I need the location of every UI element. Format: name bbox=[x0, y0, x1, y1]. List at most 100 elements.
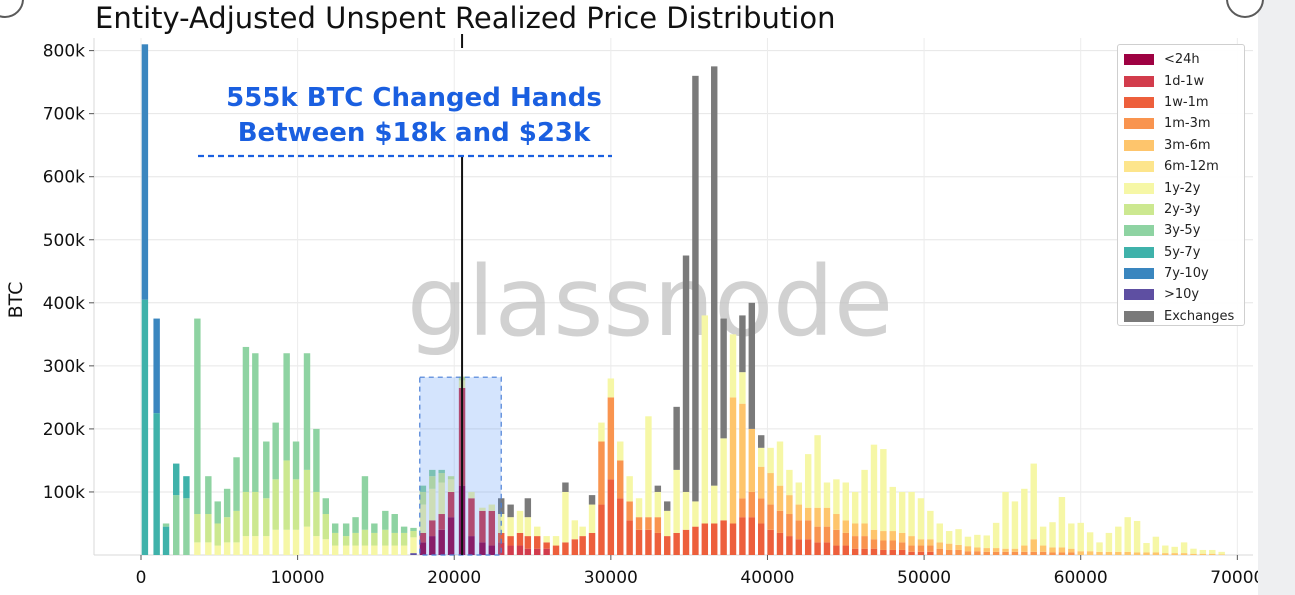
bar-43-one_wk_m bbox=[562, 542, 569, 555]
bar-2-five_seven bbox=[162, 526, 170, 555]
bar-14-one_two bbox=[283, 529, 290, 555]
bar-31-two_three bbox=[447, 476, 455, 480]
bar-47-one_three_m bbox=[598, 441, 605, 505]
chart-canvas: Entity-Adjusted Unspent Realized Price D… bbox=[5, 1, 1258, 588]
bar-3-three_five bbox=[173, 495, 180, 555]
x-tick-label-4: 40000 bbox=[740, 568, 794, 588]
bar-82-one_two bbox=[927, 510, 934, 540]
bar-78-three_six bbox=[889, 531, 896, 541]
bar-35-lt24h bbox=[488, 545, 496, 555]
bar-61-one_two bbox=[729, 334, 737, 398]
bar-113-three_six bbox=[1218, 554, 1225, 555]
bar-24-three_five bbox=[382, 510, 389, 530]
bar-49-one_three_m bbox=[617, 460, 624, 499]
bar-83-one_two bbox=[936, 523, 943, 543]
bar-16-one_two bbox=[303, 526, 311, 555]
bar-30-lt24h bbox=[438, 529, 445, 555]
bar-43-exchanges bbox=[562, 482, 569, 492]
bar-30-one_two bbox=[438, 482, 445, 515]
bar-44-one_wk_m bbox=[571, 539, 579, 555]
bar-81-one_wk_m bbox=[917, 551, 925, 555]
bar-67-one_two bbox=[786, 469, 793, 496]
bar-9-one_two bbox=[233, 542, 240, 555]
bar-59-one_two bbox=[711, 485, 718, 524]
bar-113-one_two bbox=[1218, 551, 1225, 555]
bar-65-one_three_m bbox=[767, 504, 774, 530]
bar-112-three_six bbox=[1209, 553, 1216, 555]
bar-61-three_six bbox=[729, 397, 737, 524]
bar-63-one_three_m bbox=[748, 491, 756, 518]
bar-74-three_six bbox=[851, 523, 859, 537]
bar-84-one_three_m bbox=[945, 549, 953, 555]
bar-51-one_three_m bbox=[635, 517, 643, 530]
bar-28-one_two bbox=[419, 504, 427, 533]
bar-86-one_two bbox=[964, 536, 972, 547]
legend-label-3: 1m-3m bbox=[1164, 116, 1211, 132]
bar-72-one_wk_m bbox=[833, 545, 840, 555]
bar-64-one_two bbox=[757, 447, 765, 467]
legend-item-6: 1y-2y bbox=[1124, 177, 1244, 198]
bar-20-two_three bbox=[342, 536, 350, 546]
bar-38-one_wk_m bbox=[516, 532, 524, 546]
bar-5-three_five bbox=[194, 318, 201, 515]
bar-19-three_five bbox=[331, 523, 339, 533]
bar-25-one_two bbox=[391, 545, 398, 555]
bar-31-lt24h bbox=[447, 517, 455, 555]
bar-72-three_six bbox=[833, 514, 840, 530]
bar-66-one_three_m bbox=[776, 510, 784, 533]
bar-76-three_six bbox=[870, 529, 878, 540]
annotation-text-line-1: Between $18k and $23k bbox=[238, 118, 591, 148]
legend-label-0: <24h bbox=[1164, 52, 1200, 68]
legend-label-12: Exchanges bbox=[1164, 308, 1235, 324]
bar-30-two_three bbox=[438, 473, 445, 483]
bar-69-three_six bbox=[804, 507, 812, 521]
bar-51-one_wk_m bbox=[635, 529, 643, 555]
bar-42-one_wk_m bbox=[552, 545, 560, 555]
bar-76-one_three_m bbox=[870, 539, 878, 549]
bar-103-three_six bbox=[1124, 551, 1131, 555]
bar-65-three_six bbox=[767, 473, 774, 505]
bar-82-one_three_m bbox=[927, 545, 934, 552]
bar-39-one_two bbox=[524, 517, 532, 537]
bar-13-one_two bbox=[272, 529, 279, 555]
bar-112-one_two bbox=[1209, 549, 1216, 554]
bar-109-three_six bbox=[1180, 553, 1188, 555]
bar-43-one_two bbox=[562, 491, 569, 543]
bar-1-five_seven bbox=[153, 413, 160, 555]
bar-8-three_five bbox=[223, 488, 231, 518]
bar-26-two_three bbox=[400, 532, 408, 546]
bar-29-three_five bbox=[429, 469, 436, 477]
bar-94-one_three_m bbox=[1039, 551, 1047, 555]
bar-37-one_d_w bbox=[507, 545, 514, 555]
bar-88-one_two bbox=[983, 535, 990, 549]
bar-44-one_two bbox=[571, 520, 579, 540]
bar-42-one_two bbox=[552, 536, 560, 546]
bar-68-one_two bbox=[795, 482, 803, 505]
bar-92-one_three_m bbox=[1021, 551, 1028, 555]
bar-65-one_wk_m bbox=[767, 529, 774, 555]
bar-97-one_two bbox=[1068, 523, 1075, 549]
legend-swatch-11 bbox=[1124, 289, 1154, 301]
legend-item-7: 2y-3y bbox=[1124, 199, 1244, 220]
bar-46-one_two bbox=[588, 504, 596, 533]
bar-62-one_two bbox=[739, 372, 746, 404]
y-tick-label-0: 100k bbox=[43, 483, 85, 503]
bar-26-one_two bbox=[400, 545, 408, 555]
x-tick-label-1: 10000 bbox=[271, 568, 325, 588]
bar-46-exchanges bbox=[588, 495, 596, 505]
bar-53-one_two bbox=[654, 491, 662, 518]
bar-28-three_five bbox=[419, 485, 427, 492]
bar-55-one_two bbox=[673, 469, 680, 533]
legend-swatch-6 bbox=[1124, 182, 1154, 194]
bar-92-one_two bbox=[1021, 488, 1028, 546]
x-tick-label-7: 70000 bbox=[1210, 568, 1258, 588]
bar-86-three_six bbox=[964, 546, 972, 552]
bar-71-one_wk_m bbox=[823, 542, 831, 555]
legend-swatch-4 bbox=[1124, 139, 1154, 151]
bar-60-exchanges bbox=[720, 318, 727, 439]
bar-19-two_three bbox=[331, 532, 339, 546]
legend-label-6: 1y-2y bbox=[1164, 180, 1201, 196]
bar-78-one_wk_m bbox=[889, 549, 896, 555]
bar-69-one_two bbox=[804, 454, 812, 508]
bar-13-three_five bbox=[272, 422, 279, 480]
